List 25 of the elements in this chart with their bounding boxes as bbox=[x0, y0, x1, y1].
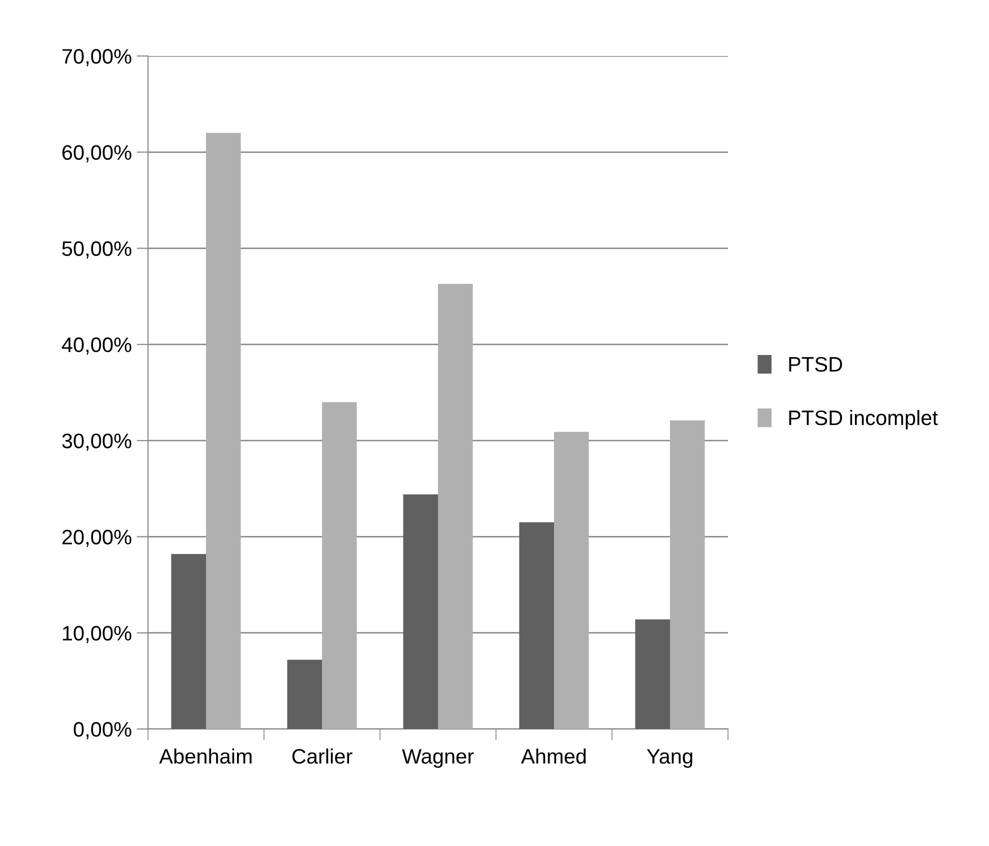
bar bbox=[670, 420, 705, 729]
bar bbox=[206, 132, 241, 729]
y-tick-label: 10,00% bbox=[62, 626, 132, 644]
y-tick-label: 0,00% bbox=[74, 722, 132, 740]
bar bbox=[287, 660, 322, 729]
y-tick-label: 50,00% bbox=[62, 241, 132, 258]
bar bbox=[171, 554, 206, 729]
y-tick-label: 40,00% bbox=[62, 337, 132, 355]
y-tick-label: 60,00% bbox=[62, 145, 132, 162]
y-tick-label: 70,00% bbox=[62, 49, 132, 66]
bar bbox=[554, 432, 589, 729]
x-tick-label: Wagner bbox=[402, 749, 474, 768]
x-tick-label: Yang bbox=[646, 749, 692, 768]
x-tick-label: Abenhaim bbox=[159, 748, 252, 764]
bar bbox=[438, 284, 473, 729]
y-tick-label: 30,00% bbox=[62, 434, 132, 451]
x-tick-label: Ahmed bbox=[521, 748, 586, 764]
legend-label: PTSD incomplet bbox=[789, 410, 938, 430]
bar bbox=[635, 619, 670, 729]
x-tick-label: Carlier bbox=[292, 748, 352, 764]
legend-label: PTSD bbox=[789, 356, 842, 372]
y-tick-label: 20,00% bbox=[62, 530, 132, 547]
bar bbox=[403, 494, 438, 729]
bar bbox=[519, 522, 554, 729]
bar bbox=[322, 402, 357, 729]
